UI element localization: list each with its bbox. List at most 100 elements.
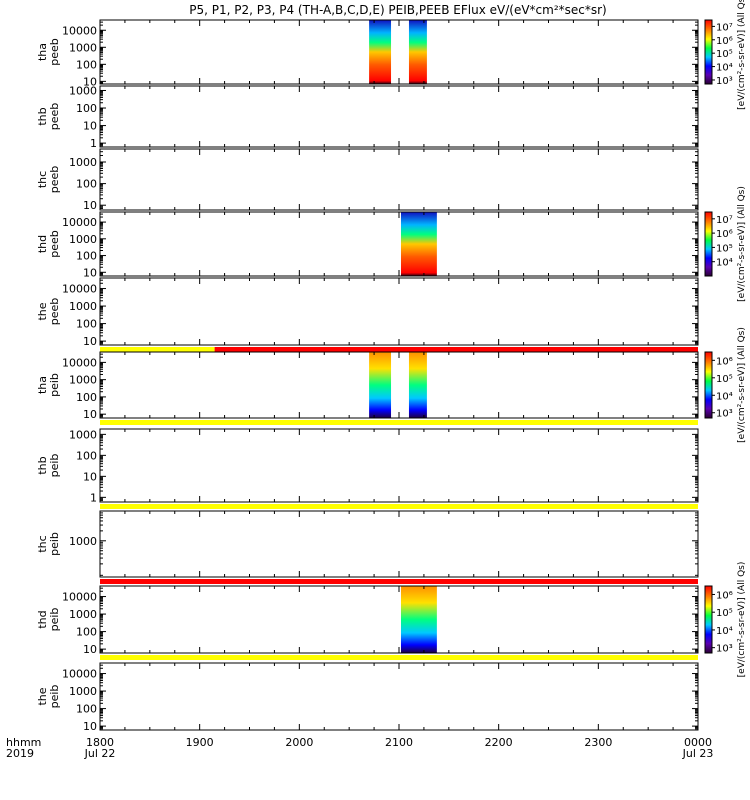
panel-product-label: peeb bbox=[48, 38, 61, 66]
flag-bar-yellow bbox=[100, 504, 698, 509]
panel-probe-label: the bbox=[36, 302, 49, 320]
x-tick-label: 2000 bbox=[285, 736, 313, 749]
spectrogram-block bbox=[400, 212, 437, 276]
panel-product-label: peib bbox=[48, 532, 61, 556]
x-row-label-1: hhmm bbox=[6, 736, 41, 749]
x-tick-label: 2100 bbox=[385, 736, 413, 749]
flag-bar-yellow bbox=[100, 420, 698, 425]
y-tick-label: 1 bbox=[90, 491, 97, 504]
x-date-end: Jul 23 bbox=[682, 747, 714, 760]
panel-the-peib: 10 100 1000 10000 the peib bbox=[36, 662, 699, 733]
panel-frame bbox=[99, 85, 699, 148]
panel-frame bbox=[99, 585, 699, 654]
y-tick-label: 10 bbox=[83, 120, 97, 133]
y-tick-label: 10 bbox=[83, 75, 97, 88]
panel-probe-label: thd bbox=[36, 610, 49, 628]
colorbar-label: [eV/(cm²-s-sr-eV)] (All Qs) bbox=[737, 327, 747, 443]
panel-frame bbox=[99, 510, 699, 578]
colorbar-label: [eV/(cm²-s-sr-eV)] (All Qs) bbox=[737, 0, 747, 110]
panel-product-label: peeb bbox=[48, 166, 61, 194]
y-tick-label: 100 bbox=[76, 391, 97, 404]
panel-product-label: peib bbox=[48, 608, 61, 632]
panel-product-label: peib bbox=[48, 454, 61, 478]
y-tick-label: 1000 bbox=[69, 535, 97, 548]
panel-probe-label: tha bbox=[36, 43, 49, 61]
flag-bar-red bbox=[214, 347, 698, 352]
colorbar-tick-label: 10⁴ bbox=[716, 258, 733, 269]
panel-probe-label: the bbox=[36, 687, 49, 705]
y-tick-label: 1 bbox=[90, 137, 97, 150]
panel-tha-peeb: 10 100 1000 10000 tha peeb 10³ 10⁴ 10⁵ 10⁶ 10⁷ [eV/… bbox=[36, 0, 747, 110]
panel-frame bbox=[99, 148, 699, 211]
panel-thb-peeb: 1 10 100 1000 thb peeb bbox=[36, 84, 699, 150]
colorbar-tick-label: 10⁴ bbox=[716, 626, 733, 637]
y-tick-label: 1000 bbox=[69, 84, 97, 97]
flag-bar-red bbox=[100, 579, 698, 584]
y-tick-label: 100 bbox=[76, 102, 97, 115]
spectrogram-block bbox=[369, 352, 392, 418]
colorbar-tick-label: 10⁶ bbox=[716, 590, 733, 601]
panel-product-label: peeb bbox=[48, 298, 61, 326]
panel-product-label: peib bbox=[48, 685, 61, 709]
colorbar bbox=[704, 211, 713, 277]
panel-frame bbox=[99, 277, 699, 346]
y-tick-label: 100 bbox=[76, 250, 97, 263]
time-axis: hhmm 2019 Jul 22 Jul 23 1800 1900 2000 2100… bbox=[6, 736, 713, 760]
y-tick-label: 100 bbox=[76, 626, 97, 639]
x-tick-label: 1800 bbox=[86, 736, 114, 749]
y-tick-label: 10 bbox=[83, 335, 97, 348]
colorbar-tick-label: 10⁶ bbox=[716, 36, 733, 47]
panel-probe-label: thb bbox=[36, 107, 49, 125]
panel-thb-peib: 1 10 100 1000 thb peib bbox=[36, 428, 699, 509]
panel-product-label: peeb bbox=[48, 230, 61, 258]
panel-thc-peib: 1000 thc peib bbox=[36, 510, 699, 584]
spectrogram-block bbox=[408, 20, 427, 84]
y-tick-label: 100 bbox=[76, 178, 97, 191]
colorbar-tick-label: 10⁷ bbox=[716, 215, 733, 226]
panel-the-peeb: 10 100 1000 10000 the peeb bbox=[36, 277, 699, 352]
colorbar-tick-label: 10³ bbox=[716, 644, 733, 655]
colorbar-tick-label: 10⁶ bbox=[716, 229, 733, 240]
colorbar-label: [eV/(cm²-s-sr-eV)] (All Qs) bbox=[737, 562, 747, 678]
y-tick-label: 100 bbox=[76, 318, 97, 331]
colorbar-tick-label: 10⁵ bbox=[716, 243, 733, 254]
panel-product-label: peib bbox=[48, 373, 61, 397]
colorbar-tick-label: 10³ bbox=[716, 409, 733, 420]
y-tick-label: 1000 bbox=[69, 233, 97, 246]
panel-probe-label: thd bbox=[36, 235, 49, 253]
colorbar-tick-label: 10⁴ bbox=[716, 63, 733, 74]
panel-tha-peib: 10 100 1000 10000 tha peib 10³ 10⁴ 10⁵ 10⁶ [eV/(cm… bbox=[36, 327, 747, 443]
x-tick-label: 0000 bbox=[684, 736, 712, 749]
x-tick-label: 1900 bbox=[186, 736, 214, 749]
panel-frame bbox=[99, 351, 699, 419]
panel-frame bbox=[99, 19, 699, 85]
colorbar bbox=[704, 19, 713, 85]
spectrogram-block bbox=[400, 586, 437, 653]
y-tick-label: 10 bbox=[83, 643, 97, 656]
x-date-start: Jul 22 bbox=[84, 747, 116, 760]
y-tick-label: 1000 bbox=[69, 374, 97, 387]
panel-thd-peib: 10 100 1000 10000 thd peib 10³ 10⁴ 10⁵ 10⁶ [eV/(cm… bbox=[36, 562, 747, 678]
y-tick-label: 10 bbox=[83, 408, 97, 421]
colorbar-tick-label: 10⁵ bbox=[716, 49, 733, 60]
y-tick-label: 10 bbox=[83, 470, 97, 483]
colorbar-tick-label: 10³ bbox=[716, 76, 733, 87]
panel-frame bbox=[99, 428, 699, 503]
y-tick-label: 10 bbox=[83, 199, 97, 212]
figure-title: P5, P1, P2, P3, P4 (TH-A,B,C,D,E) PEIB,P… bbox=[189, 3, 606, 17]
colorbar-tick-label: 10⁶ bbox=[716, 356, 733, 367]
flag-bar-yellow bbox=[100, 655, 698, 660]
colorbar bbox=[704, 351, 713, 419]
panel-probe-label: tha bbox=[36, 376, 49, 394]
spectrogram-block bbox=[369, 20, 392, 84]
panel-probe-label: thb bbox=[36, 456, 49, 474]
x-row-label-2: 2019 bbox=[6, 747, 34, 760]
spectrogram-block bbox=[408, 352, 427, 418]
y-tick-label: 10 bbox=[83, 720, 97, 733]
y-tick-label: 1000 bbox=[69, 685, 97, 698]
y-tick-label: 1000 bbox=[69, 156, 97, 169]
y-tick-label: 100 bbox=[76, 449, 97, 462]
y-tick-label: 1000 bbox=[69, 300, 97, 313]
panel-thc-peeb: 10 100 1000 thc peeb bbox=[36, 148, 699, 212]
